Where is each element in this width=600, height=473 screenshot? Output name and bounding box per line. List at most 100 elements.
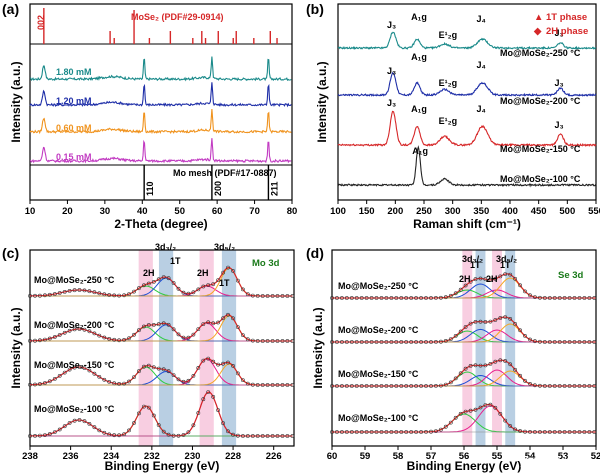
xps-data-point [587, 296, 592, 300]
xps-data-point [429, 384, 433, 388]
raman-peak-label: J₃ [387, 66, 396, 76]
xps-data-point [275, 339, 280, 343]
xps-data-point [176, 377, 181, 382]
xps-data-point [136, 328, 141, 333]
panel-c-curves [28, 265, 295, 438]
xps-data-point [478, 405, 483, 410]
xps-data-point [498, 274, 503, 279]
xps-data-point [572, 296, 577, 300]
xps-data-point [171, 281, 176, 285]
xps-data-point [52, 430, 57, 435]
xps-data-point [117, 433, 122, 438]
panel-c-frame [29, 249, 295, 447]
raman-peak-label: J₄ [476, 14, 485, 24]
xps-data-point [47, 432, 52, 436]
panel-d-y-title: Intensity (a.u.) [311, 307, 325, 388]
xps-data-point [285, 339, 290, 343]
xps-data-point [280, 383, 285, 387]
ref-bottom-hkl-label: 211 [269, 181, 279, 196]
xps-data-point [359, 340, 364, 344]
xps-data-point [77, 365, 82, 369]
xps-data-point [453, 376, 458, 381]
xps-data-point [468, 408, 473, 413]
panel-a-ref-top-label: MoSe₂ (PDF#29-0914) [131, 12, 224, 22]
xps-data-point [290, 294, 295, 298]
xps-data-point [181, 290, 186, 295]
xps-data-point [156, 366, 161, 371]
xps-envelope-line [29, 314, 293, 342]
panel-d-sample-label-1: Mo@MoSe₂-250 °C [338, 281, 419, 291]
raman-peak-label: J₄ [476, 60, 485, 70]
xps-data-point [141, 364, 146, 369]
xps-data-point [38, 338, 42, 343]
panel-b-legend-2h-label: 2H phase [546, 26, 588, 37]
x-tick-label: 80 [287, 206, 298, 217]
xps-data-point [330, 340, 334, 344]
xps-data-point [146, 405, 151, 410]
xps-data-point [206, 320, 211, 325]
xps-data-point [255, 293, 260, 298]
panel-a-series-label-4: 0.15 mM [56, 152, 92, 162]
raman-peak-label: J₃ [554, 78, 563, 88]
xps-data-point [211, 394, 216, 399]
xrd-series-line [29, 82, 292, 108]
xps-data-point [523, 378, 527, 383]
xps-data-point [468, 279, 473, 284]
xps-data-point [483, 277, 488, 282]
xps-data-point [330, 296, 334, 300]
xps-data-point [112, 337, 117, 342]
xps-data-point [394, 384, 399, 388]
xps-data-point [156, 277, 161, 282]
x-tick-label: 53 [558, 451, 569, 462]
xps-data-point [226, 265, 230, 270]
xps-data-point [483, 320, 488, 324]
xps-data-point [542, 296, 547, 300]
xps-data-point [28, 338, 32, 343]
xps-data-point [87, 289, 92, 294]
xps-data-point [384, 296, 389, 300]
xps-data-point [235, 433, 240, 438]
xps-data-point [453, 291, 458, 296]
panel-d-sample-label-2: Mo@MoSe₂-200 °C [338, 325, 419, 335]
xps-data-point [87, 421, 92, 426]
xps-data-point [369, 430, 374, 434]
xps-data-point [132, 375, 136, 380]
xps-data-point [334, 430, 339, 434]
xps-data-point [216, 278, 221, 283]
xps-data-point [260, 434, 265, 438]
xps-data-point [389, 340, 394, 344]
xps-data-point [513, 276, 518, 281]
x-tick-label: 57 [426, 451, 437, 462]
panel-b-curves [337, 31, 597, 188]
xps-data-point [557, 296, 562, 300]
x-tick-label: 56 [459, 451, 470, 462]
xps-data-point [547, 384, 552, 388]
xps-data-point [433, 339, 438, 344]
xps-data-point [468, 363, 473, 368]
xps-data-point [429, 296, 433, 300]
panel-b-y-title: Intensity (a.u.) [315, 61, 329, 142]
xps-data-point [374, 296, 379, 300]
xps-data-point [394, 340, 399, 344]
xps-data-point [458, 287, 463, 292]
x-tick-label: 60 [327, 451, 338, 462]
xps-band [199, 250, 214, 446]
xps-data-point [255, 339, 260, 343]
xps-data-point [498, 316, 503, 320]
x-tick-label: 40 [137, 206, 148, 217]
x-tick-label: 60 [212, 206, 223, 217]
xps-data-point [562, 340, 567, 344]
panel-a-series-label-2: 1.20 mM [56, 96, 92, 106]
xps-data-point [379, 340, 384, 344]
xps-data-point [567, 384, 572, 388]
xps-data-point [399, 340, 404, 344]
xps-data-point [424, 384, 428, 388]
xps-data-point [221, 361, 226, 366]
panel-c-region-label-1: 3d₃/₂ [155, 242, 176, 252]
xps-data-point [181, 379, 186, 384]
xps-data-point [577, 384, 582, 388]
xps-data-point [364, 430, 369, 434]
xps-data-point [92, 371, 97, 376]
panel-a-x-ticks: 10 20 30 40 50 60 70 80 [25, 200, 298, 217]
x-tick-label: 500 [559, 206, 575, 217]
